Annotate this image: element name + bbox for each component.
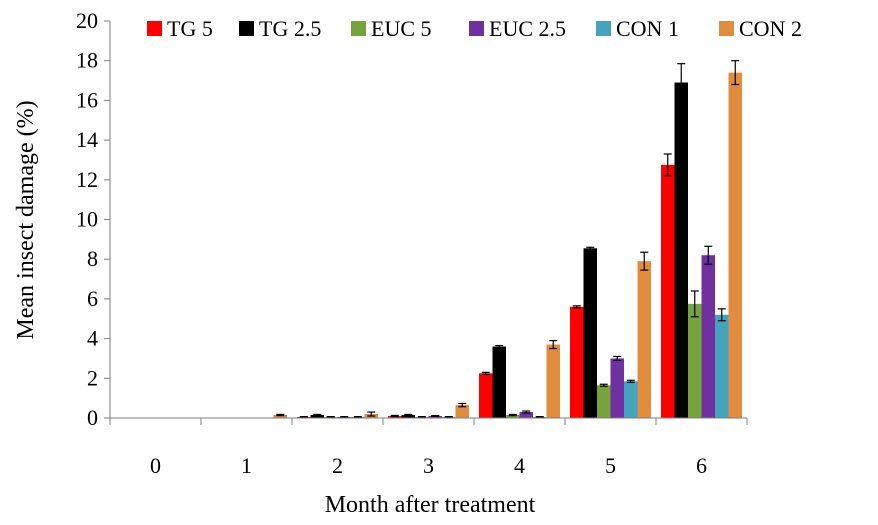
legend-swatch	[239, 21, 254, 36]
error-bar	[586, 246, 595, 250]
error-bar	[704, 245, 713, 265]
error-bar	[340, 416, 349, 418]
legend-label: CON 2	[739, 16, 802, 41]
bar-con-2-month-6	[728, 72, 742, 419]
legend-label: EUC 2.5	[489, 16, 566, 41]
legend-item: EUC 2.5	[469, 16, 566, 41]
bar-tg-5-month-4	[479, 373, 493, 418]
error-bar	[626, 379, 635, 383]
legend-swatch	[469, 21, 484, 36]
legend-item: CON 1	[596, 16, 679, 41]
bar-con-2-month-1	[273, 415, 287, 418]
error-bar	[353, 416, 362, 418]
error-bar	[549, 339, 558, 350]
x-tick-label: 2	[332, 453, 343, 478]
error-bar	[367, 411, 376, 417]
bar-con-1-month-6	[715, 314, 729, 418]
bar-tg-2-5-month-6	[674, 82, 688, 418]
legend-item: TG 5	[147, 16, 213, 41]
bar-euc-5-month-4	[506, 415, 520, 418]
error-bar	[717, 308, 726, 322]
error-bar	[613, 355, 622, 362]
bar-euc-2-5-month-4	[519, 412, 533, 418]
error-bar	[390, 414, 399, 418]
y-tick-label: 4	[87, 326, 98, 351]
bar-euc-2-5-month-5	[610, 358, 624, 418]
y-axis-title: Mean insect damage (%)	[13, 100, 39, 339]
legend-item: CON 2	[719, 16, 802, 41]
legend-swatch	[719, 21, 734, 36]
error-bar	[444, 416, 453, 418]
y-tick-label: 2	[87, 365, 98, 390]
y-tick-label: 16	[76, 87, 98, 112]
bar-euc-5-month-5	[597, 385, 611, 418]
bar-con-2-month-3	[455, 405, 469, 418]
error-bar	[299, 416, 308, 418]
x-tick-label: 1	[241, 453, 252, 478]
x-axis-title: Month after treatment	[325, 492, 536, 518]
error-bar	[508, 413, 517, 417]
bar-euc-2-5-month-6	[701, 255, 715, 418]
error-bar	[731, 60, 740, 86]
y-tick-label: 10	[76, 207, 98, 232]
y-tick-label: 20	[76, 8, 98, 33]
bar-tg-2-5-month-4	[492, 346, 506, 418]
error-bar	[404, 413, 413, 417]
x-tick-label: 3	[423, 453, 434, 478]
error-bar	[690, 290, 699, 318]
x-tick-label: 5	[605, 453, 616, 478]
bar-tg-5-month-6	[661, 164, 675, 418]
error-bar	[481, 371, 490, 375]
legend-label: TG 2.5	[259, 16, 321, 41]
bar-con-2-month-5	[637, 261, 651, 418]
legend-label: CON 1	[616, 16, 679, 41]
plot-area	[273, 60, 742, 419]
error-bar	[458, 402, 467, 408]
legend-swatch	[596, 21, 611, 36]
y-tick-label: 8	[87, 246, 98, 271]
error-bar	[677, 63, 686, 102]
y-tick-label: 14	[76, 127, 98, 152]
bar-con-1-month-5	[624, 381, 638, 418]
legend-label: EUC 5	[371, 16, 432, 41]
bar-tg-2-5-month-3	[401, 415, 415, 418]
y-tick-label: 18	[76, 48, 98, 73]
y-tick-label: 0	[87, 405, 98, 430]
bar-tg-2-5-month-2	[310, 415, 324, 418]
error-bar	[535, 416, 544, 418]
error-bar	[640, 251, 649, 271]
error-bar	[417, 416, 426, 418]
legend-swatch	[147, 21, 162, 36]
error-bar	[276, 413, 285, 417]
bar-con-2-month-4	[546, 344, 560, 418]
error-bar	[599, 383, 608, 387]
error-bar	[431, 415, 440, 418]
legend: TG 5 TG 2.5 EUC 5 EUC 2.5 CON 1 CON 2	[147, 16, 802, 41]
error-bar	[522, 410, 531, 414]
x-tick-label: 0	[150, 453, 161, 478]
error-bar	[326, 416, 335, 418]
legend-swatch	[351, 21, 366, 36]
error-bar	[663, 153, 672, 177]
bar-tg-2-5-month-5	[583, 248, 597, 418]
error-bar	[313, 413, 322, 417]
legend-item: TG 2.5	[239, 16, 321, 41]
bar-tg-5-month-5	[570, 306, 584, 418]
x-tick-label: 4	[514, 453, 525, 478]
error-bar	[495, 344, 504, 349]
legend-label: TG 5	[167, 16, 213, 41]
x-tick-label: 6	[696, 453, 707, 478]
bar-euc-5-month-6	[688, 303, 702, 418]
error-bar	[572, 305, 581, 309]
y-tick-label: 12	[76, 167, 98, 192]
legend-item: EUC 5	[351, 16, 432, 41]
y-tick-label: 6	[87, 286, 98, 311]
